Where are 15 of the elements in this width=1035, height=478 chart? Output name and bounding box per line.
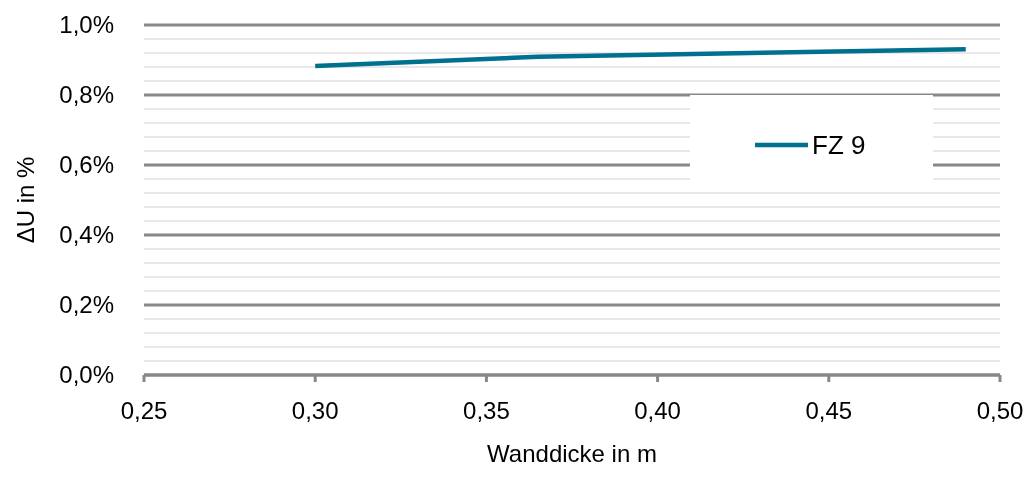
y-axis-title: ΔU in % [12, 156, 39, 244]
y-tick-label: 0,6% [59, 151, 114, 178]
x-axis-title: Wanddicke in m [487, 440, 657, 467]
y-tick-label: 0,2% [59, 291, 114, 318]
legend-label: FZ 9 [812, 130, 866, 160]
x-tick-label: 0,45 [805, 397, 853, 424]
y-tick-label: 0,0% [59, 361, 114, 388]
x-tick-label: 0,50 [976, 397, 1024, 424]
y-tick-label: 0,4% [59, 221, 114, 248]
x-tick-label: 0,30 [291, 397, 339, 424]
x-tick-label: 0,25 [120, 397, 168, 424]
y-tick-label: 1,0% [59, 11, 114, 38]
x-tick-label: 0,40 [634, 397, 681, 424]
x-tick-label: 0,35 [463, 397, 510, 424]
y-tick-label: 0,8% [59, 81, 114, 108]
